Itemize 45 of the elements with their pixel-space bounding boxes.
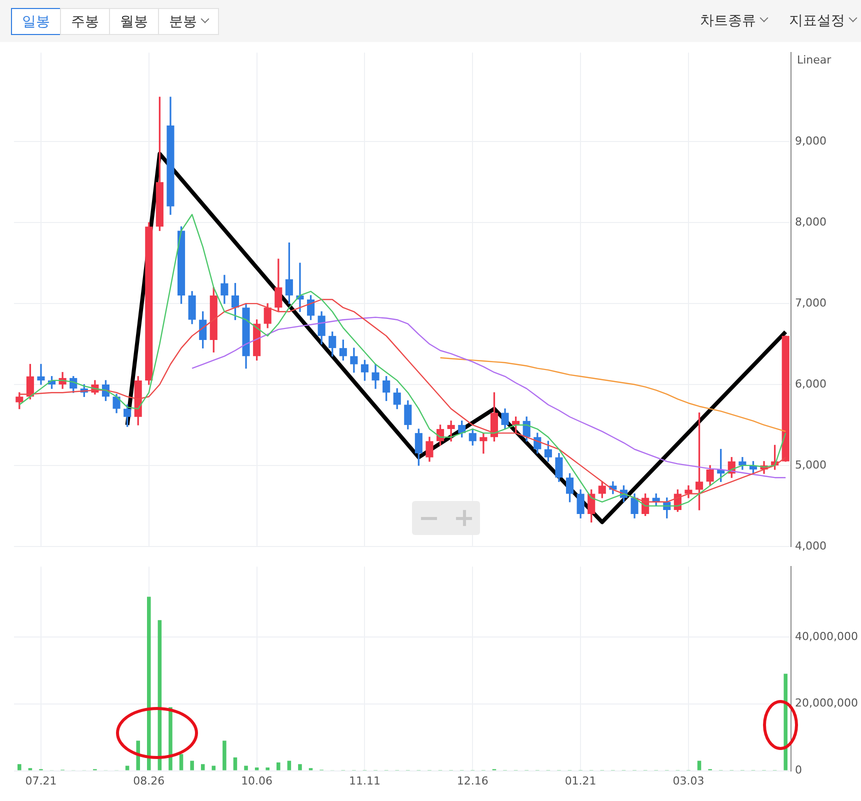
text: 분봉 — [158, 8, 219, 35]
bar — [212, 766, 216, 770]
y-tick-label: 4,000 — [795, 539, 826, 552]
bar — [179, 754, 184, 770]
y-tick-label: 7,000 — [795, 296, 826, 310]
text: Linear — [797, 53, 832, 66]
text: 월봉 — [109, 8, 159, 35]
x-tick-label: 11.11 — [348, 774, 380, 788]
bar — [168, 707, 172, 770]
bar — [697, 760, 702, 770]
bar — [18, 764, 22, 770]
x-tick-label: 10.06 — [241, 774, 273, 788]
bar — [233, 757, 238, 770]
x-tick-label: 12.16 — [456, 774, 488, 788]
bar — [200, 764, 205, 770]
bar — [125, 766, 130, 770]
bar — [287, 760, 292, 770]
y-tick-label: 5,000 — [795, 458, 826, 472]
bar — [266, 767, 270, 770]
y-tick-label: 20,000,000 — [795, 696, 858, 710]
candlestick — [447, 420, 455, 442]
y-tick-label: 6,000 — [795, 377, 826, 390]
candlestick — [480, 432, 488, 454]
y-tick-label: 0 — [795, 764, 802, 777]
x-tick-label: 07.21 — [25, 774, 57, 788]
y-tick-label: 9,000 — [795, 134, 826, 148]
bar — [244, 766, 248, 770]
bar — [298, 764, 302, 770]
x-tick-label: 01.21 — [564, 774, 596, 788]
text: 지표설정 — [789, 12, 846, 31]
bar — [190, 760, 194, 770]
y-tick-label: 8,000 — [795, 215, 826, 228]
bar — [136, 740, 140, 770]
candlestick — [37, 364, 45, 385]
bar — [222, 740, 226, 770]
bar — [784, 674, 788, 770]
x-tick-label: 03.03 — [672, 774, 704, 788]
bar — [276, 762, 280, 770]
text: 주봉 — [60, 8, 110, 35]
x-tick-label: 08.26 — [133, 774, 165, 788]
bar — [254, 767, 259, 770]
bar — [147, 596, 151, 770]
text: 차트종류 — [700, 12, 757, 31]
y-tick-label: 40,000,000 — [795, 630, 858, 643]
text: 일봉 — [11, 8, 61, 35]
